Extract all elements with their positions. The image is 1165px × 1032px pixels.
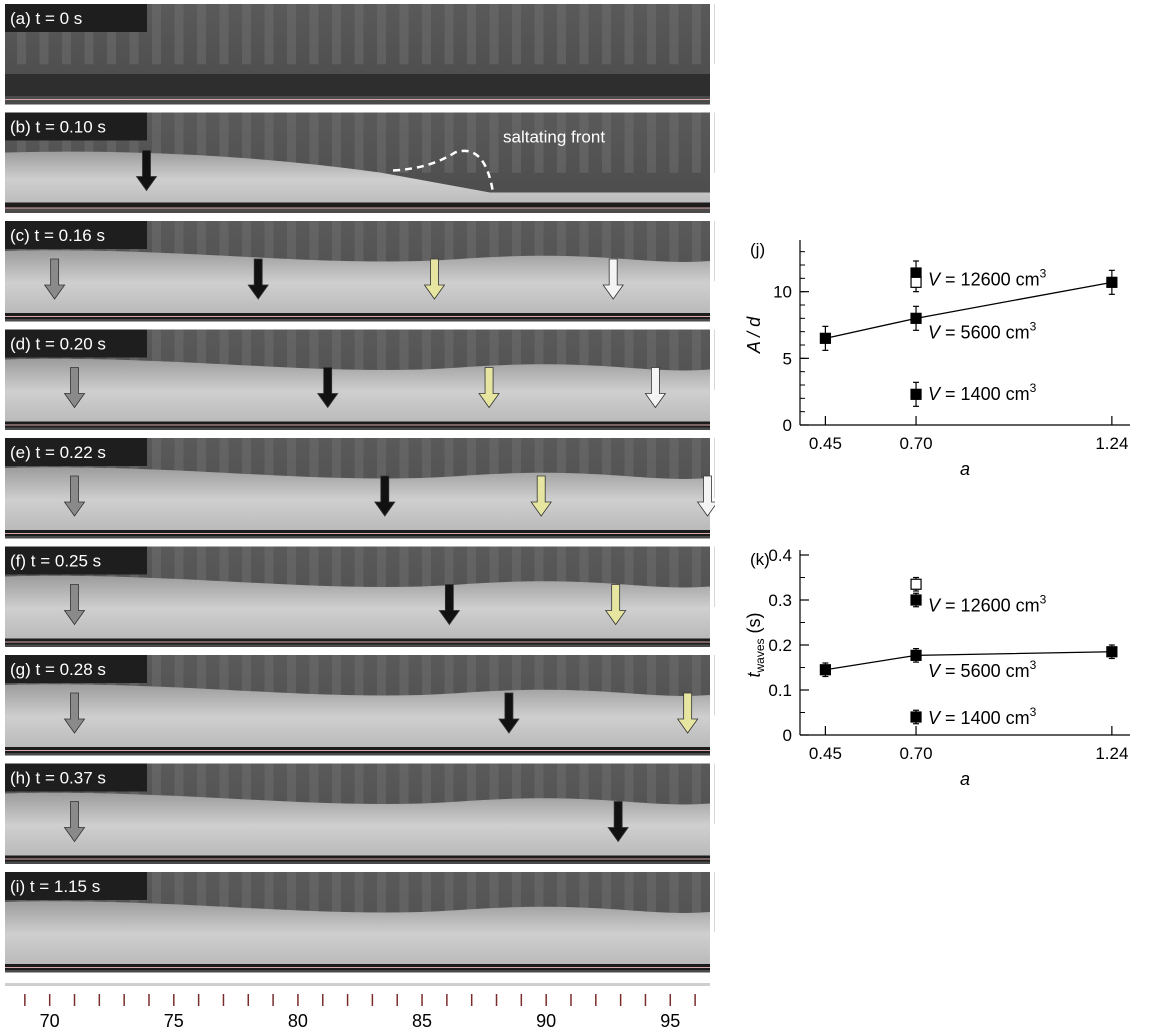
scale-tick-label: 90 — [536, 1011, 556, 1031]
y-tick-label: 10 — [773, 283, 792, 302]
saltating-front-label: saltating front — [503, 128, 605, 147]
panel-label: (d) t = 0.20 s — [5, 329, 147, 358]
svg-text:(e) t = 0.22 s: (e) t = 0.22 s — [10, 443, 106, 462]
series-annotation: V = 12600 cm3 — [928, 593, 1047, 616]
arrow-black — [247, 258, 269, 300]
series-annotation: V = 1400 cm3 — [928, 705, 1037, 728]
arrow-black — [498, 692, 520, 734]
arrow-white — [696, 475, 715, 517]
photo-panel: (e) t = 0.22 s — [5, 438, 715, 539]
arrow-yellow — [676, 692, 699, 734]
arrow-yellow — [423, 258, 446, 300]
panel-label: (i) t = 1.15 s — [5, 872, 147, 900]
svg-text:(h) t = 0.37 s: (h) t = 0.37 s — [10, 769, 106, 788]
svg-text:(g) t = 0.28 s: (g) t = 0.28 s — [10, 660, 106, 679]
arrow-gray — [63, 475, 86, 517]
x-tick-label: 1.24 — [1095, 744, 1128, 763]
data-point — [910, 578, 922, 590]
plot-k: (k) 0 0.1 0.2 0.3 0.4 0.45 0.70 1.24 a twaves (s) V… — [744, 546, 1130, 789]
data-point — [819, 332, 831, 344]
y-axis-label: A / d — [744, 316, 764, 354]
plot-j: (j) 0 5 10 0.45 0.70 1.24 a A / d V = 12600 cm3 V … — [744, 240, 1130, 479]
photo-strip: (a) t = 0 s (b) t = 0.10 s saltating front… — [5, 4, 715, 1031]
photo-panel: (i) t = 1.15 s — [5, 872, 715, 973]
y-tick-label: 0 — [783, 416, 792, 435]
data-point — [910, 649, 922, 661]
panel-label: (h) t = 0.37 s — [5, 763, 147, 792]
photo-panel: (f) t = 0.25 s — [5, 546, 715, 647]
photo-panel: (b) t = 0.10 s saltating front — [5, 112, 715, 213]
panel-label: (f) t = 0.25 s — [5, 546, 147, 575]
series-annotation: V = 5600 cm3 — [928, 658, 1037, 681]
panel-label: (e) t = 0.22 s — [5, 438, 147, 466]
series-annotation: V = 5600 cm3 — [928, 320, 1037, 343]
arrow-white — [644, 367, 667, 409]
y-tick-label: 0.4 — [768, 546, 792, 565]
scale-tick-label: 70 — [40, 1011, 60, 1031]
panel-label: (g) t = 0.28 s — [5, 655, 147, 683]
series-annotation: V = 1400 cm3 — [928, 381, 1037, 404]
panel-label: (k) — [750, 550, 770, 569]
data-point — [1106, 646, 1118, 658]
arrow-yellow — [604, 584, 627, 626]
y-axis-label: twaves (s) — [744, 612, 767, 677]
data-point — [910, 312, 922, 324]
scale-tick-label: 95 — [660, 1011, 680, 1031]
scale-tick-label: 75 — [164, 1011, 184, 1031]
data-point — [1106, 276, 1118, 288]
panel-label: (a) t = 0 s — [5, 4, 147, 32]
arrow-yellow — [530, 475, 552, 517]
data-point — [910, 594, 922, 606]
arrow-gray — [63, 801, 86, 843]
data-point — [910, 711, 922, 723]
photo-panel: (g) t = 0.28 s — [5, 655, 715, 756]
plots-area: (j) 0 5 10 0.45 0.70 1.24 a A / d V = 12600 cm3 V … — [744, 240, 1130, 789]
y-tick-label: 0.2 — [768, 636, 792, 655]
saltating-front-curve — [392, 149, 495, 193]
arrow-gray — [43, 258, 66, 300]
series-annotation: V = 12600 cm3 — [928, 266, 1047, 289]
scale-tick-label: 85 — [412, 1011, 432, 1031]
photo-panel: (h) t = 0.37 s — [5, 763, 715, 864]
y-tick-label: 0.1 — [768, 681, 792, 700]
data-point — [910, 388, 922, 400]
arrow-yellow — [478, 367, 500, 409]
svg-text:(b) t = 0.10 s: (b) t = 0.10 s — [10, 118, 106, 137]
arrow-gray — [63, 367, 86, 409]
photo-panel: (a) t = 0 s — [5, 4, 715, 105]
arrow-white — [602, 258, 624, 300]
svg-text:(d) t = 0.20 s: (d) t = 0.20 s — [10, 335, 106, 354]
y-tick-label: 0 — [783, 726, 792, 745]
x-tick-label: 0.45 — [809, 744, 842, 763]
data-point — [910, 276, 922, 288]
panel-label: (b) t = 0.10 s — [5, 112, 147, 141]
arrow-black — [374, 475, 396, 517]
photo-panel: (d) t = 0.20 s — [5, 329, 715, 430]
scale-tick-label: 80 — [288, 1011, 308, 1031]
svg-text:(f) t = 0.25 s: (f) t = 0.25 s — [10, 552, 101, 571]
x-tick-label: 1.24 — [1095, 434, 1128, 453]
arrow-black — [607, 801, 629, 843]
distance-scale: 70 75 80 85 90 95 — [5, 983, 710, 1031]
y-tick-label: 5 — [783, 349, 792, 368]
svg-text:(a) t = 0 s: (a) t = 0 s — [10, 9, 82, 28]
x-axis-label: a — [960, 459, 970, 479]
arrow-black — [438, 584, 461, 626]
x-tick-label: 0.45 — [809, 434, 842, 453]
arrow-gray — [63, 584, 86, 626]
arrow-black — [135, 150, 158, 192]
x-tick-label: 0.70 — [899, 434, 932, 453]
svg-text:(i) t = 1.15 s: (i) t = 1.15 s — [10, 877, 100, 896]
data-point — [819, 664, 831, 676]
y-tick-label: 0.3 — [768, 591, 792, 610]
arrow-black — [316, 367, 339, 409]
panel-label: (j) — [750, 240, 765, 259]
arrow-gray — [63, 692, 86, 734]
svg-text:(c) t = 0.16 s: (c) t = 0.16 s — [10, 226, 105, 245]
panel-label: (c) t = 0.16 s — [5, 221, 147, 249]
x-axis-label: a — [960, 769, 970, 789]
photo-panel: (c) t = 0.16 s — [5, 221, 715, 322]
x-tick-label: 0.70 — [899, 744, 932, 763]
